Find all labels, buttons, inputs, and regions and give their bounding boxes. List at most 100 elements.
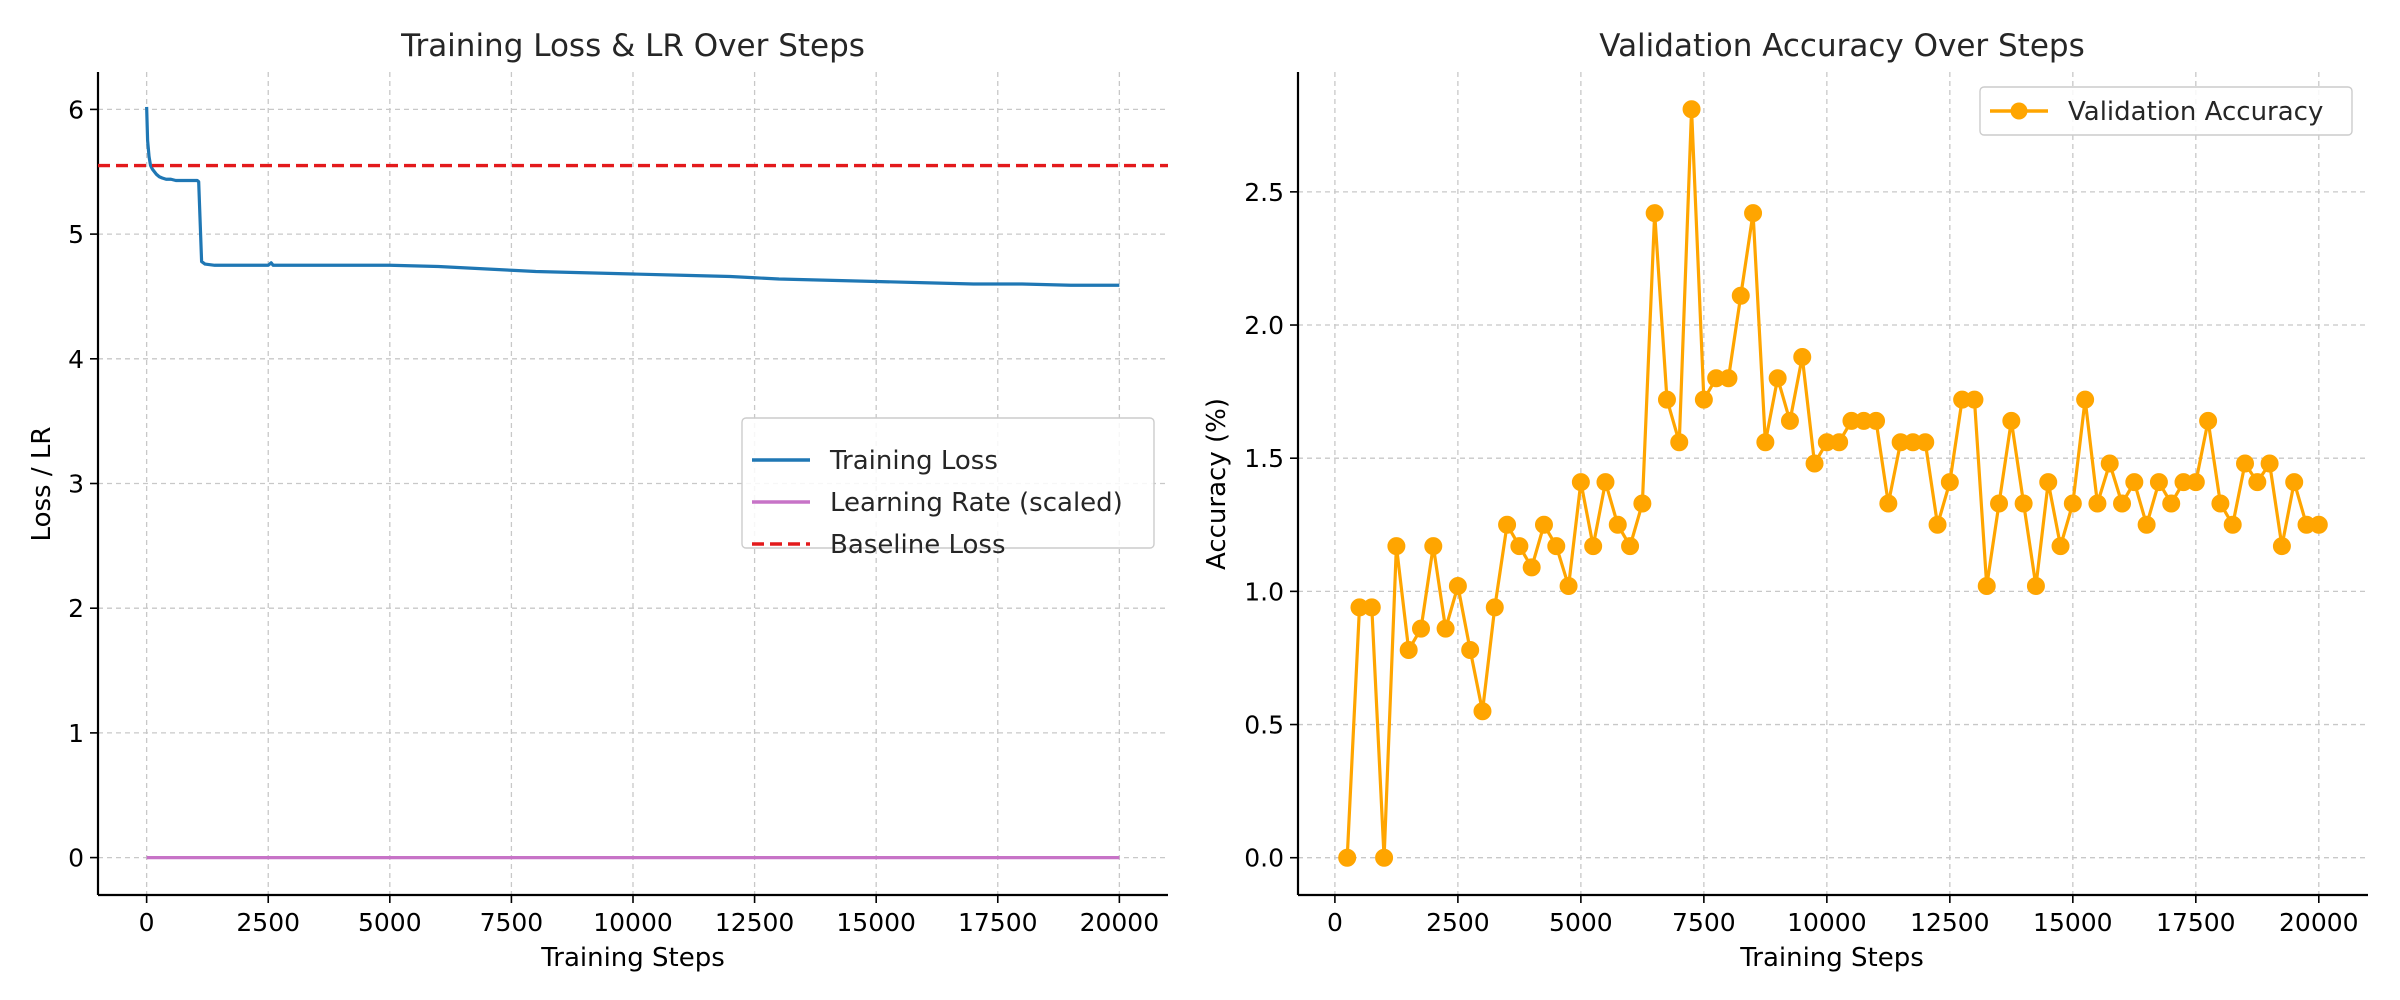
validation-accuracy-point [2236, 454, 2255, 473]
validation-accuracy-point [2199, 411, 2218, 430]
validation-accuracy-point [1522, 558, 1541, 577]
validation-accuracy-point [1473, 702, 1492, 721]
validation-accuracy-point [2076, 390, 2095, 409]
validation-accuracy-point [1793, 347, 1812, 366]
validation-accuracy-point [1375, 848, 1394, 867]
validation-accuracy-point [1805, 454, 1824, 473]
validation-accuracy-point [1719, 369, 1738, 388]
validation-accuracy-point [2039, 473, 2058, 492]
legend-marker-validation-accuracy [2010, 102, 2028, 120]
validation-accuracy-chart: 0 2500 5000 7500 10000 12500 15000 17500 20000 0.… [1202, 28, 2368, 973]
legend-label-training-loss: Training Loss [829, 446, 998, 476]
validation-accuracy-point [1510, 537, 1529, 556]
validation-accuracy-point [2186, 473, 2205, 492]
x-tick-label: 10000 [593, 908, 673, 937]
legend-label-validation-accuracy: Validation Accuracy [2068, 97, 2323, 127]
validation-accuracy-point [1940, 473, 1959, 492]
validation-accuracy-point [2014, 494, 2033, 513]
validation-accuracy-point [1633, 494, 1652, 513]
validation-accuracy-point [1485, 598, 1504, 617]
validation-accuracy-point [1756, 433, 1775, 452]
y-tick-label: 0 [68, 844, 84, 873]
validation-accuracy-point [1867, 411, 1886, 430]
validation-accuracy-point [1928, 515, 1947, 534]
x-tick-label: 0 [139, 908, 155, 937]
validation-accuracy-point [1965, 390, 1984, 409]
x-tick-label: 12500 [715, 908, 795, 937]
validation-accuracy-point [2137, 515, 2156, 534]
validation-accuracy-point [2113, 494, 2132, 513]
x-tick-label: 5000 [358, 908, 422, 937]
validation-accuracy-point [2125, 473, 2144, 492]
validation-accuracy-point [1694, 390, 1713, 409]
legend-box [741, 417, 1155, 549]
validation-accuracy-point [1411, 619, 1430, 638]
x-tick-label: 7500 [1672, 908, 1736, 937]
y-tick-label: 2.0 [1244, 311, 1284, 340]
validation-accuracy-point [2248, 473, 2267, 492]
legend-box [1979, 86, 2353, 136]
validation-accuracy-point [1977, 577, 1996, 596]
validation-accuracy-point [1682, 100, 1701, 119]
validation-accuracy-point [2309, 515, 2328, 534]
validation-accuracy-point [2223, 515, 2242, 534]
validation-accuracy-point [1670, 433, 1689, 452]
validation-accuracy-point [1534, 515, 1553, 534]
validation-accuracy-point [1608, 515, 1627, 534]
validation-accuracy-point [1830, 433, 1849, 452]
validation-accuracy-point [1338, 848, 1357, 867]
validation-accuracy-point [1424, 537, 1443, 556]
validation-accuracy-point [2149, 473, 2168, 492]
validation-accuracy-point [1657, 390, 1676, 409]
chart-title: Training Loss & LR Over Steps [400, 28, 865, 64]
x-tick-label: 2500 [236, 908, 300, 937]
x-tick-label: 7500 [480, 908, 544, 937]
y-tick-label: 0.5 [1244, 711, 1284, 740]
x-tick-label: 20000 [1080, 908, 1160, 937]
y-tick-label: 1.5 [1244, 444, 1284, 473]
validation-accuracy-point [2063, 494, 2082, 513]
validation-accuracy-point [2162, 494, 2181, 513]
y-tick-label: 5 [68, 220, 84, 249]
validation-accuracy-point [1990, 494, 2009, 513]
validation-accuracy-point [1399, 640, 1418, 659]
validation-accuracy-point [1461, 640, 1480, 659]
validation-accuracy-point [2088, 494, 2107, 513]
y-tick-label: 4 [68, 345, 84, 374]
validation-accuracy-point [1584, 537, 1603, 556]
x-tick-label: 17500 [958, 908, 1038, 937]
x-axis-label: Training Steps [540, 943, 725, 973]
validation-accuracy-point [1387, 537, 1406, 556]
y-tick-label: 6 [68, 95, 84, 124]
validation-accuracy-point [1559, 577, 1578, 596]
y-axis-label: Accuracy (%) [1202, 398, 1232, 570]
x-tick-label: 10000 [1787, 908, 1867, 937]
validation-accuracy-point [1645, 204, 1664, 223]
y-tick-label: 2.5 [1244, 178, 1284, 207]
validation-accuracy-point [1621, 537, 1640, 556]
training-loss-line [145, 106, 1120, 287]
validation-accuracy-point [2026, 577, 2045, 596]
validation-accuracy-point [1498, 515, 1517, 534]
validation-accuracy-point [1744, 204, 1763, 223]
validation-accuracy-point [2272, 537, 2291, 556]
validation-accuracy-point [1879, 494, 1898, 513]
x-tick-label: 15000 [2033, 908, 2113, 937]
validation-accuracy-point [2002, 411, 2021, 430]
x-tick-label: 20000 [2279, 908, 2359, 937]
legend: Training Loss Learning Rate (scaled) Basel… [741, 417, 1155, 560]
validation-accuracy-point [1547, 537, 1566, 556]
validation-accuracy-point [2100, 454, 2119, 473]
x-tick-label: 0 [1327, 908, 1343, 937]
training-loss-chart: 0 2500 5000 7500 10000 12500 15000 17500 20000 0 1… [27, 28, 1168, 973]
validation-accuracy-point [2211, 494, 2230, 513]
validation-accuracy-point [2051, 537, 2070, 556]
validation-accuracy-point [1362, 598, 1381, 617]
validation-accuracy-point [2260, 454, 2279, 473]
x-axis-label: Training Steps [1739, 943, 1924, 973]
y-tick-label: 3 [68, 470, 84, 499]
legend-label-learning-rate-scaled: Learning Rate (scaled) [830, 488, 1123, 518]
y-tick-label: 1 [68, 719, 84, 748]
validation-accuracy-point [1596, 473, 1615, 492]
